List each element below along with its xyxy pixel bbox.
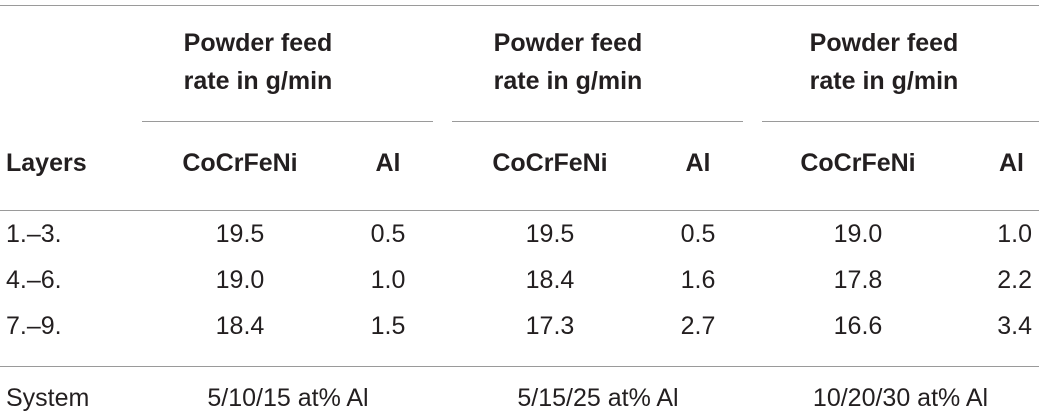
group-rule-2 bbox=[452, 121, 743, 122]
group-header-3-line-2: rate in g/min bbox=[809, 67, 959, 95]
cell-al-1: 1.5 bbox=[370, 312, 406, 340]
cell-cocrfeni-1: 18.4 bbox=[215, 312, 265, 340]
col-header-cocrfeni-3: CoCrFeNi bbox=[800, 149, 916, 177]
group-header-2-line-1: Powder feed bbox=[493, 29, 643, 57]
header-bottom-rule bbox=[0, 210, 1039, 211]
cell-cocrfeni-2: 18.4 bbox=[525, 266, 575, 294]
system-value-2: 5/15/25 at% Al bbox=[517, 384, 679, 412]
col-header-cocrfeni-1: CoCrFeNi bbox=[182, 149, 298, 177]
cell-al-3: 3.4 bbox=[997, 312, 1032, 340]
col-header-layers: Layers bbox=[6, 149, 87, 177]
cell-cocrfeni-3: 19.0 bbox=[833, 220, 883, 248]
cell-al-3: 1.0 bbox=[997, 220, 1032, 248]
system-label: System bbox=[6, 384, 90, 412]
group-header-3-line-1: Powder feed bbox=[809, 29, 959, 57]
cell-cocrfeni-1: 19.0 bbox=[215, 266, 265, 294]
col-header-al-1: Al bbox=[375, 149, 401, 177]
cell-cocrfeni-3: 17.8 bbox=[833, 266, 883, 294]
cell-al-2: 2.7 bbox=[680, 312, 716, 340]
cell-al-3: 2.2 bbox=[997, 266, 1032, 294]
row-label: 4.–6. bbox=[6, 266, 62, 294]
cell-cocrfeni-1: 19.5 bbox=[215, 220, 265, 248]
top-rule bbox=[0, 5, 1039, 6]
body-bottom-rule bbox=[0, 366, 1039, 367]
group-header-2-line-2: rate in g/min bbox=[493, 67, 643, 95]
cell-cocrfeni-2: 19.5 bbox=[525, 220, 575, 248]
col-header-cocrfeni-2: CoCrFeNi bbox=[492, 149, 608, 177]
row-label: 1.–3. bbox=[6, 220, 62, 248]
system-value-3: 10/20/30 at% Al bbox=[812, 384, 989, 412]
cell-al-1: 1.0 bbox=[370, 266, 406, 294]
group-header-1-line-1: Powder feed bbox=[183, 29, 333, 57]
cell-al-1: 0.5 bbox=[370, 220, 406, 248]
group-header-1-line-2: rate in g/min bbox=[183, 67, 333, 95]
row-label: 7.–9. bbox=[6, 312, 62, 340]
cell-al-2: 0.5 bbox=[680, 220, 716, 248]
group-rule-3 bbox=[762, 121, 1039, 122]
group-rule-1 bbox=[142, 121, 433, 122]
col-header-al-3: Al bbox=[999, 149, 1024, 177]
cell-cocrfeni-3: 16.6 bbox=[833, 312, 883, 340]
col-header-al-2: Al bbox=[685, 149, 711, 177]
cell-cocrfeni-2: 17.3 bbox=[525, 312, 575, 340]
system-value-1: 5/10/15 at% Al bbox=[207, 384, 369, 412]
cell-al-2: 1.6 bbox=[680, 266, 716, 294]
